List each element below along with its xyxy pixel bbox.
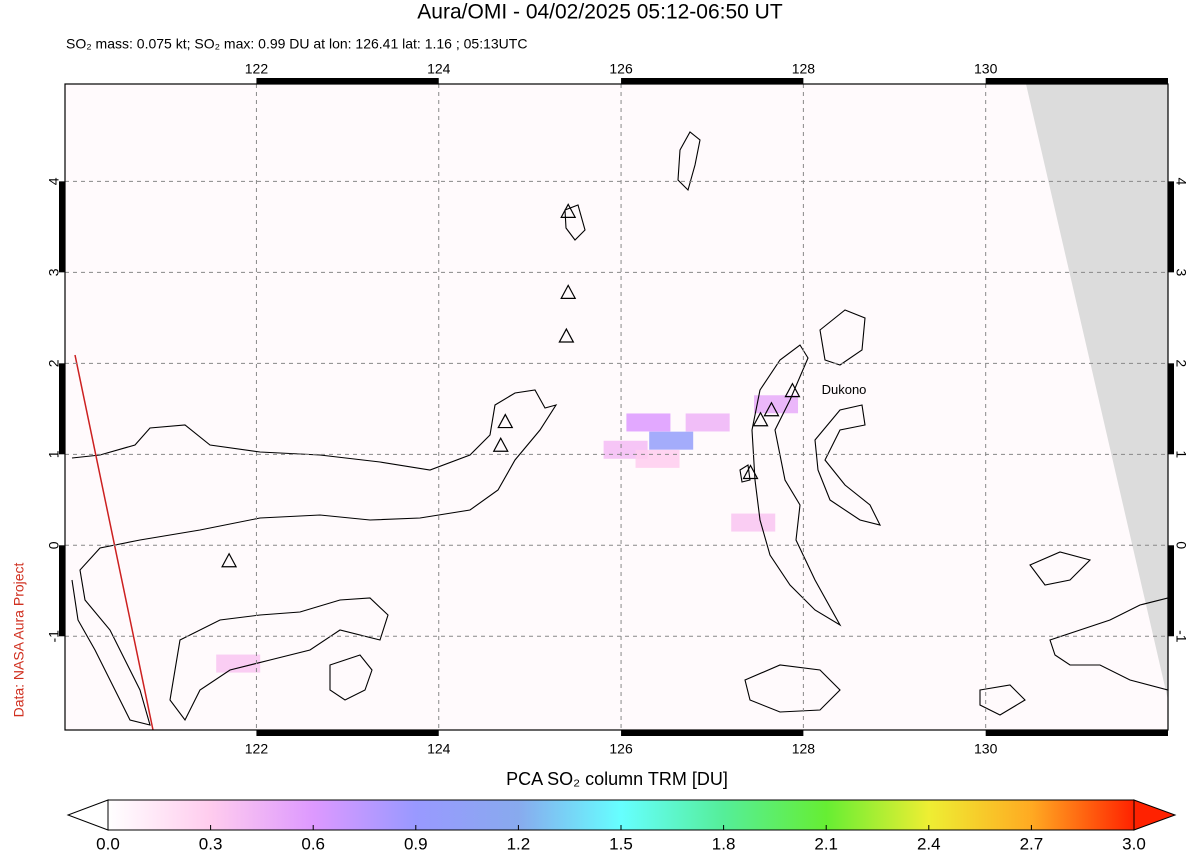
y-tick-label: 3: [46, 268, 62, 276]
volcano: [560, 284, 577, 299]
colorbar-tick-label: 2.7: [1020, 834, 1044, 853]
colorbar-label: PCA SO₂ column TRM [DU]: [506, 769, 728, 789]
frame-bar: [985, 78, 1168, 84]
colorbar-tick-label: 1.8: [712, 834, 736, 853]
colorbar-tick-label: 1.2: [507, 834, 531, 853]
volcano: [784, 382, 801, 398]
x-tick-label: 128: [792, 741, 816, 757]
so2-pixel: [216, 654, 261, 673]
y-tick-label: -1: [1173, 630, 1189, 643]
orbit-edge: [74, 354, 154, 731]
volcano: [763, 401, 780, 417]
chart-title: Aura/OMI - 04/02/2025 05:12-06:50 UT: [417, 1, 783, 24]
frame-bar: [59, 181, 65, 273]
y-tick-label: 4: [46, 177, 62, 185]
volcano: [742, 464, 759, 480]
marks: [221, 203, 801, 568]
y-tick-label: 3: [1173, 268, 1189, 276]
so2-pixel: [685, 413, 730, 432]
colorbar-tick-label: 0.0: [96, 834, 120, 853]
frame-bar: [256, 78, 439, 84]
so2-pixel: [635, 449, 680, 468]
volcano: [560, 203, 577, 218]
colorbar-tick-label: 3.0: [1122, 834, 1146, 853]
colorbar-tick-label: 2.4: [917, 834, 941, 853]
frame-bar: [59, 545, 65, 637]
volcano: [752, 411, 769, 427]
x-tick-label: 122: [245, 61, 269, 77]
y-tick-label: -1: [46, 630, 62, 643]
map-area: [65, 84, 1168, 730]
volcano: [558, 327, 575, 343]
volcano: [492, 436, 509, 452]
y-tick-label: 4: [1173, 177, 1189, 185]
x-tick-label: 130: [974, 61, 998, 77]
x-tick-label: 124: [427, 61, 451, 77]
so2-pixel: [731, 513, 776, 532]
annotation: Dukono: [822, 382, 867, 397]
x-tick-label: 126: [609, 61, 633, 77]
colorbar-tick-label: 0.6: [301, 834, 325, 853]
x-tick-label: 130: [974, 741, 998, 757]
frame-bar: [1168, 363, 1174, 455]
x-tick-label: 128: [792, 61, 816, 77]
x-tick-label: 122: [245, 741, 269, 757]
pixel-layer: [216, 395, 799, 673]
y-tick-label: 1: [1173, 450, 1189, 458]
y-tick-label: 2: [1173, 359, 1189, 367]
swath-edge: [1026, 84, 1168, 700]
y-tick-label: 0: [46, 541, 62, 549]
y-tick-label: 2: [46, 359, 62, 367]
y-tick-label: 0: [1173, 541, 1189, 549]
x-tick-label: 124: [427, 741, 451, 757]
colorbar-tick-label: 1.5: [609, 834, 633, 853]
volcano: [221, 552, 238, 568]
y-tick-label: 1: [46, 450, 62, 458]
credit: Data: NASA Aura Project: [11, 562, 27, 717]
colorbar-tick-label: 0.3: [199, 834, 223, 853]
so2-pixel: [626, 413, 671, 432]
frame-bar: [256, 730, 439, 736]
subtitle: SO₂ mass: 0.075 kt; SO₂ max: 0.99 DU at …: [66, 36, 527, 52]
colorbar-tick-label: 2.1: [814, 834, 838, 853]
frame-bar: [985, 730, 1168, 736]
so2-pixel: [754, 395, 799, 414]
frame-bar: [621, 78, 804, 84]
frame-bar: [621, 730, 804, 736]
frame-bar: [1168, 545, 1174, 637]
frame-bar: [1168, 181, 1174, 273]
so2-pixel: [649, 431, 694, 450]
colorbar-max-extend: [1133, 799, 1177, 831]
x-tick-label: 126: [609, 741, 633, 757]
colorbar-tick-label: 0.9: [404, 834, 428, 853]
grid: [65, 84, 1168, 730]
colorbar-min-extend: [66, 799, 109, 831]
volcano: [497, 413, 514, 429]
frame-bar: [59, 363, 65, 455]
